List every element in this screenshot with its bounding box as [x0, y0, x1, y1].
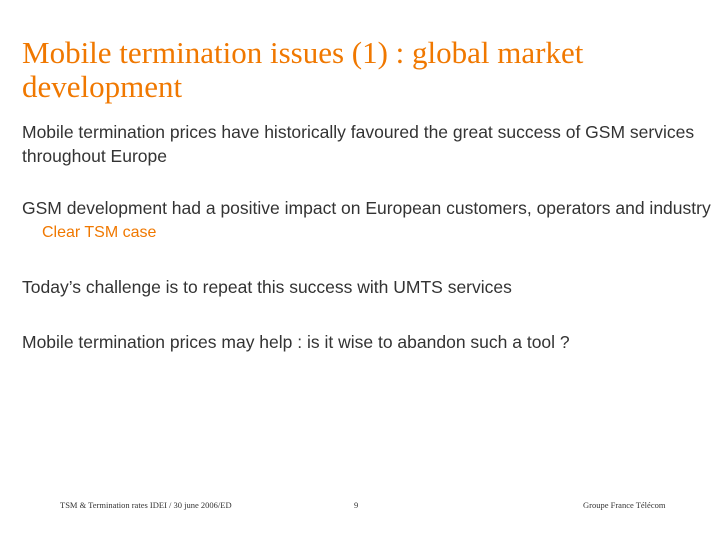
paragraph-termination-question: Mobile termination prices may help : is … [22, 332, 570, 352]
footer-page-number: 9 [354, 500, 359, 510]
paragraph-umts-challenge: Today’s challenge is to repeat this succ… [22, 277, 512, 297]
paragraph-gsm-impact: GSM development had a positive impact on… [22, 198, 711, 218]
slide-body: Mobile termination prices have historica… [22, 120, 714, 354]
slide-title: Mobile termination issues (1) : global m… [22, 35, 584, 104]
paragraph-gsm-success: Mobile termination prices have historica… [22, 122, 695, 166]
footer-left-text: TSM & Termination rates IDEI / 30 june 2… [60, 500, 232, 510]
sub-point-tsm: Clear TSM case [42, 224, 157, 241]
footer-right-text: Groupe France Télécom [583, 500, 666, 510]
